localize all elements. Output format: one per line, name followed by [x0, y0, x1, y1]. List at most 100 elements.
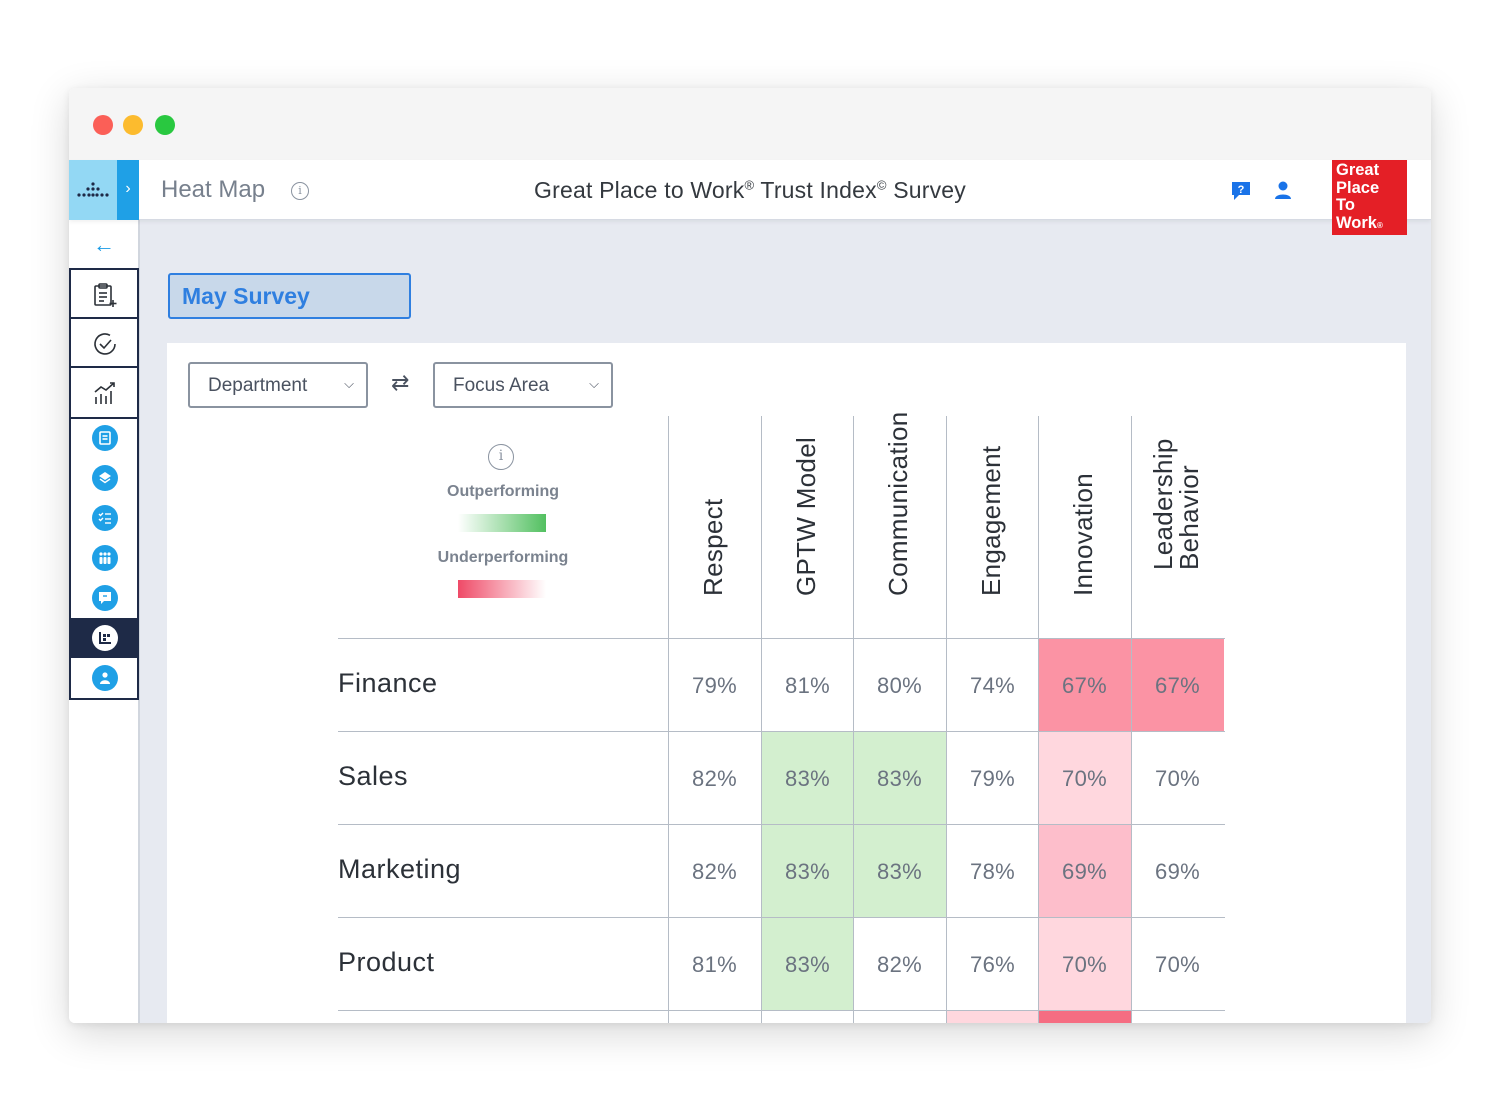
heatmap-cell[interactable]: 83%	[761, 825, 854, 918]
heatmap-cell[interactable]: 76%	[946, 918, 1039, 1011]
main-content: May Survey Department ⌵ ⇄ Focus Area ⌵ i…	[140, 220, 1431, 1023]
app-logo[interactable]	[69, 160, 117, 220]
minimize-window-button[interactable]	[123, 115, 143, 135]
document-icon	[92, 425, 118, 451]
column-divider	[761, 416, 762, 1023]
column-header-label: Engagement	[976, 445, 1006, 596]
heatmap-cell[interactable]: 70%	[1131, 732, 1224, 825]
expand-sidebar-button[interactable]: ›	[117, 160, 139, 220]
survey-selector-button[interactable]: May Survey	[168, 273, 411, 319]
heatmap-icon	[92, 625, 118, 651]
column-header[interactable]: GPTW Model	[761, 434, 853, 622]
heatmap-cell-partial	[853, 1011, 946, 1023]
row-divider	[338, 731, 1225, 732]
arrow-left-icon[interactable]: ←	[93, 232, 115, 257]
column-divider	[1131, 416, 1132, 1023]
person-card-icon	[92, 665, 118, 691]
row-divider	[338, 917, 1225, 918]
maximize-window-button[interactable]	[155, 115, 175, 135]
row-divider	[338, 824, 1225, 825]
row-divider	[338, 638, 1225, 639]
survey-clipboard-icon	[94, 283, 117, 307]
layers-icon	[92, 465, 118, 491]
column-header[interactable]: Communication	[853, 411, 945, 622]
column-header-label: Communication	[883, 411, 913, 596]
heatmap-cell[interactable]: 69%	[1131, 825, 1224, 918]
sidebar: ←	[69, 220, 140, 1023]
heatmap-cell[interactable]: 83%	[761, 732, 854, 825]
row-dimension-value: Department	[208, 375, 308, 396]
row-divider	[338, 1010, 1225, 1011]
swap-arrows-icon[interactable]: ⇄	[391, 370, 410, 395]
column-header-label: GPTW Model	[791, 436, 821, 596]
column-header[interactable]: Engagement	[946, 434, 1038, 622]
info-icon[interactable]: i	[291, 182, 309, 200]
row-dimension-select[interactable]: Department ⌵	[188, 362, 368, 408]
heatmap-cell[interactable]: 67%	[1131, 639, 1224, 732]
heatmap-cell[interactable]: 82%	[853, 918, 946, 1011]
heatmap-cell[interactable]: 82%	[668, 825, 761, 918]
heatmap-cell[interactable]: 83%	[853, 732, 946, 825]
column-header[interactable]: Leadership Behavior	[1131, 434, 1223, 622]
legend-underperforming-gradient	[458, 580, 546, 598]
column-dimension-value: Focus Area	[453, 375, 550, 396]
sidebar-item-layers[interactable]	[71, 458, 137, 498]
heatmap-cell[interactable]: 79%	[668, 639, 761, 732]
sidebar-item-analytics[interactable]	[71, 368, 137, 417]
survey-title: Great Place to Work® Trust Index© Survey	[534, 177, 966, 203]
column-header[interactable]: Innovation	[1038, 434, 1130, 622]
heatmap-cell[interactable]: 67%	[1038, 639, 1131, 732]
row-label[interactable]: Product	[338, 947, 435, 977]
heatmap-cell[interactable]: 83%	[853, 825, 946, 918]
user-icon[interactable]	[1272, 180, 1294, 200]
window-chrome	[69, 88, 1431, 160]
legend-outperforming-label: Outperforming	[447, 483, 559, 500]
heatmap-cell[interactable]: 79%	[946, 732, 1039, 825]
row-label[interactable]: Sales	[338, 761, 409, 791]
heatmap-cell[interactable]: 80%	[853, 639, 946, 732]
column-header-label: Leadership Behavior	[1148, 438, 1204, 570]
heatmap-panel: Department ⌵ ⇄ Focus Area ⌵ i Outperform…	[167, 343, 1406, 1023]
sidebar-item-checklist[interactable]	[71, 498, 137, 538]
heatmap-cell[interactable]: 70%	[1131, 918, 1224, 1011]
help-icon[interactable]: ?	[1230, 181, 1252, 201]
column-header[interactable]: Respect	[668, 434, 760, 622]
heatmap-cell[interactable]: 83%	[761, 918, 854, 1011]
heatmap-cell-partial	[1038, 1011, 1131, 1023]
people-icon	[92, 545, 118, 571]
sidebar-item-profile[interactable]	[71, 658, 137, 698]
sidebar-item-comments[interactable]	[71, 578, 137, 618]
legend-info-icon[interactable]: i	[488, 444, 514, 470]
svg-text:?: ?	[1238, 184, 1245, 196]
heatmap-cell-partial	[1131, 1011, 1224, 1023]
heatmap-cell[interactable]: 81%	[761, 639, 854, 732]
column-header-label: Respect	[698, 498, 728, 596]
row-label[interactable]: Marketing	[338, 854, 462, 884]
heatmap-cell[interactable]: 82%	[668, 732, 761, 825]
chevron-down-icon: ⌵	[589, 376, 599, 391]
chat-icon	[92, 585, 118, 611]
sidebar-item-reports[interactable]	[71, 418, 137, 458]
sidebar-item-status[interactable]	[71, 319, 137, 368]
heatmap-cell[interactable]: 69%	[1038, 825, 1131, 918]
close-window-button[interactable]	[93, 115, 113, 135]
column-dimension-select[interactable]: Focus Area ⌵	[433, 362, 613, 408]
heatmap-cell-partial	[668, 1011, 761, 1023]
legend-outperforming-gradient	[458, 514, 546, 532]
heatmap-cell[interactable]: 74%	[946, 639, 1039, 732]
sidebar-item-heatmap[interactable]	[71, 618, 137, 658]
chevron-down-icon: ⌵	[344, 376, 354, 391]
heatmap-cell[interactable]: 78%	[946, 825, 1039, 918]
dots-logo-icon	[77, 182, 109, 197]
checklist-icon	[92, 505, 118, 531]
heatmap-cell[interactable]: 70%	[1038, 732, 1131, 825]
column-divider	[853, 416, 854, 1023]
column-divider	[668, 416, 669, 1023]
heatmap-cell[interactable]: 70%	[1038, 918, 1131, 1011]
sidebar-secondary-group	[69, 418, 139, 700]
heatmap-cell[interactable]: 81%	[668, 918, 761, 1011]
sidebar-item-people[interactable]	[71, 538, 137, 578]
heatmap-cell-partial	[761, 1011, 854, 1023]
row-label[interactable]: Finance	[338, 668, 438, 698]
sidebar-item-survey[interactable]	[71, 270, 137, 319]
